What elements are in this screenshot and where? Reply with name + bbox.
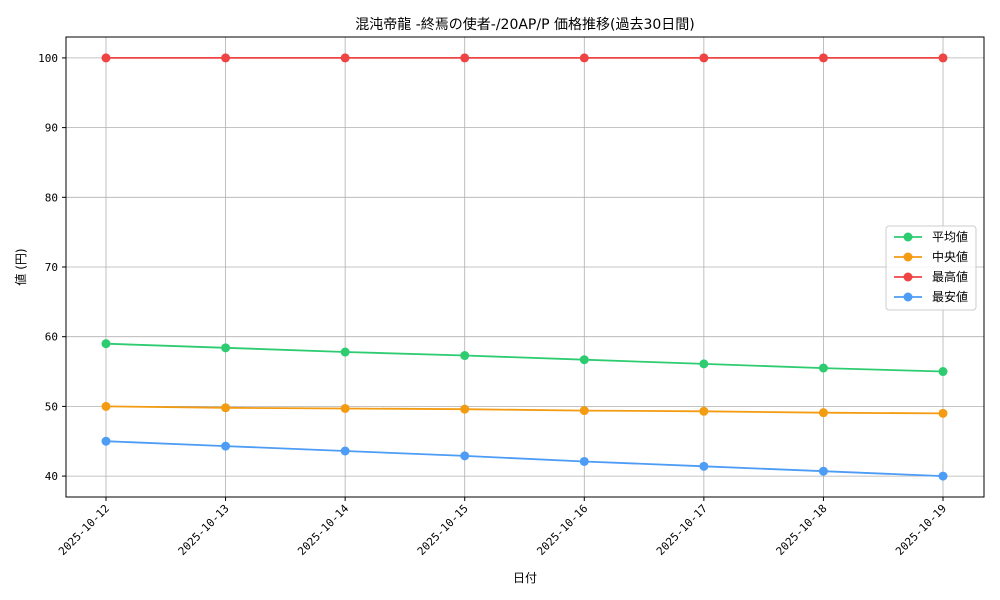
data-point [340,53,350,63]
data-point [579,355,589,365]
data-point [818,466,828,476]
data-point [221,343,231,353]
legend-item: 最安値 [894,289,968,304]
data-point [340,446,350,456]
x-tick-label: 2025-10-12 [56,502,112,558]
legend-label: 最安値 [932,289,968,304]
x-tick-label: 2025-10-16 [534,502,590,558]
x-axis-ticks: 2025-10-12 2025-10-13 2025-10-14 2025-10-15… [56,497,949,558]
x-tick-label: 2025-10-13 [176,502,232,558]
data-point [221,441,231,451]
data-point [460,451,470,461]
data-point [699,406,709,416]
data-point [101,401,111,411]
series-line [105,405,944,415]
x-tick-label: 2025-10-18 [774,502,830,558]
legend-item: 平均値 [894,229,968,244]
data-point [221,53,231,63]
y-tick-label: 60 [45,331,58,344]
series-最安値 [101,436,948,481]
data-point [818,408,828,418]
series-line [105,440,944,477]
series-layer [101,53,948,481]
y-axis-label: 値 (円) [13,248,28,285]
legend-frame [885,225,977,311]
grid-layer [66,37,984,497]
data-point [579,406,589,416]
data-point [579,53,589,63]
x-tick-label: 2025-10-19 [893,502,949,558]
data-point [818,363,828,373]
series-平均値 [101,339,948,377]
y-tick-label: 90 [45,122,58,135]
data-point [938,367,948,377]
data-point [101,339,111,349]
legend-label: 最高値 [932,269,968,284]
data-point [221,403,231,413]
y-tick-label: 80 [45,191,58,204]
legend-swatch-marker [903,252,913,262]
series-最高値 [101,53,948,63]
data-point [460,351,470,361]
data-point [938,408,948,418]
x-tick-label: 2025-10-17 [654,502,710,558]
chart-title: 混沌帝龍 -終焉の使者-/20AP/P 価格推移(過去30日間) [355,16,694,33]
data-point [101,53,111,63]
legend-swatch-marker [903,232,913,242]
y-tick-label: 50 [45,400,58,413]
data-point [101,436,111,446]
data-point [579,456,589,466]
data-point [460,404,470,414]
data-point [699,359,709,369]
data-point [699,53,709,63]
data-point [460,53,470,63]
y-tick-label: 100 [38,52,58,65]
x-tick-label: 2025-10-15 [415,502,471,558]
data-point [340,347,350,357]
x-axis-label: 日付 [513,571,537,585]
data-point [938,53,948,63]
data-point [818,53,828,63]
legend-swatch-marker [903,292,913,302]
y-tick-label: 40 [45,470,58,483]
series-line [105,342,944,373]
data-point [938,471,948,481]
legend-label: 中央値 [932,249,968,264]
legend-item: 中央値 [894,249,968,264]
legend-swatch-marker [903,272,913,282]
x-tick-label: 2025-10-14 [295,502,351,558]
y-tick-label: 70 [45,261,58,274]
y-axis-ticks: 40 50 60 70 80 90 100 [38,52,66,483]
data-point [340,403,350,413]
legend-label: 平均値 [932,229,968,244]
legend-item: 最高値 [894,269,968,284]
data-point [699,461,709,471]
series-中央値 [101,401,948,418]
